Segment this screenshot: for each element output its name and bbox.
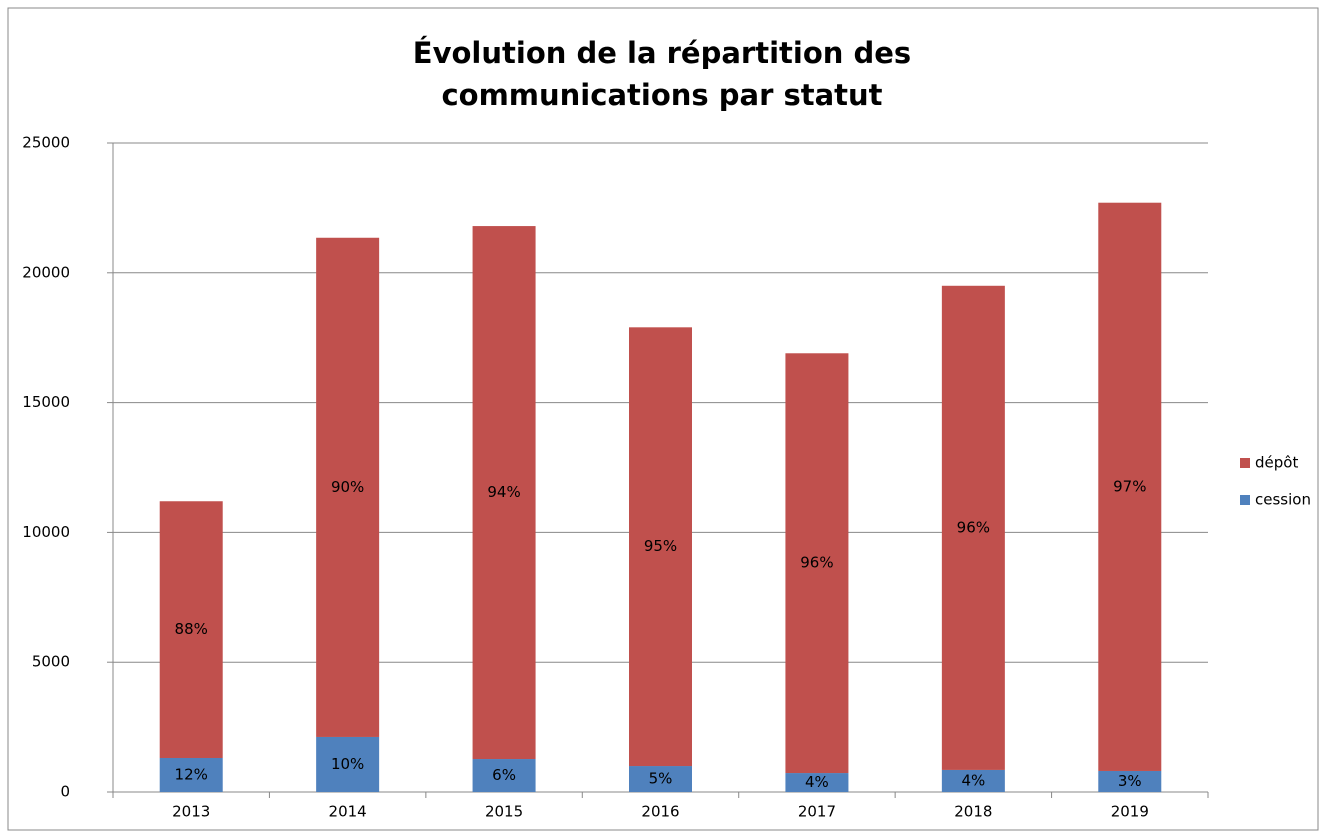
bar-segment: [316, 237, 380, 737]
bar-segment: [785, 773, 849, 792]
bar-segment: [159, 757, 223, 792]
data-label: 97%: [1113, 477, 1146, 495]
legend-label: dépôt: [1255, 454, 1298, 472]
data-label: 88%: [175, 620, 208, 638]
x-tick-label: 2014: [329, 803, 367, 821]
data-label: 4%: [961, 771, 985, 789]
bar-segment: [472, 759, 536, 792]
data-label: 96%: [957, 518, 990, 536]
legend-label: cession: [1255, 491, 1311, 509]
data-label: 12%: [175, 765, 208, 783]
bar-segment: [941, 769, 1005, 792]
legend-swatch: [1240, 495, 1250, 505]
data-label: 10%: [331, 755, 364, 773]
bar-segment: [1098, 770, 1162, 792]
y-tick-label: 25000: [22, 134, 70, 152]
bar-segment: [629, 766, 692, 792]
data-label: 96%: [800, 554, 833, 572]
x-tick-label: 2015: [485, 803, 523, 821]
bar-segment: [316, 736, 380, 792]
bar-segment: [785, 353, 849, 774]
chart-title: communications par statut: [441, 78, 882, 112]
data-label: 6%: [492, 766, 516, 784]
y-tick-label: 10000: [22, 523, 70, 541]
data-label: 3%: [1118, 772, 1142, 790]
data-label: 4%: [805, 773, 829, 791]
data-label: 95%: [644, 537, 677, 555]
y-tick-label: 5000: [32, 653, 70, 671]
bar-segment: [629, 327, 692, 767]
data-label: 90%: [331, 478, 364, 496]
bar-segment: [472, 226, 536, 760]
y-tick-label: 20000: [22, 263, 70, 281]
data-label: 5%: [649, 770, 673, 788]
bar-segment: [941, 285, 1005, 770]
data-label: 94%: [487, 483, 520, 501]
x-tick-label: 2013: [172, 803, 210, 821]
legend-swatch: [1240, 458, 1250, 468]
x-tick-label: 2018: [954, 803, 992, 821]
bar-segment: [1098, 202, 1162, 771]
chart-title: Évolution de la répartition des: [413, 36, 911, 70]
x-tick-label: 2016: [641, 803, 679, 821]
bar-segment: [159, 501, 223, 758]
x-tick-label: 2017: [798, 803, 836, 821]
x-tick-label: 2019: [1111, 803, 1149, 821]
y-tick-label: 15000: [22, 393, 70, 411]
y-tick-label: 0: [60, 783, 70, 801]
